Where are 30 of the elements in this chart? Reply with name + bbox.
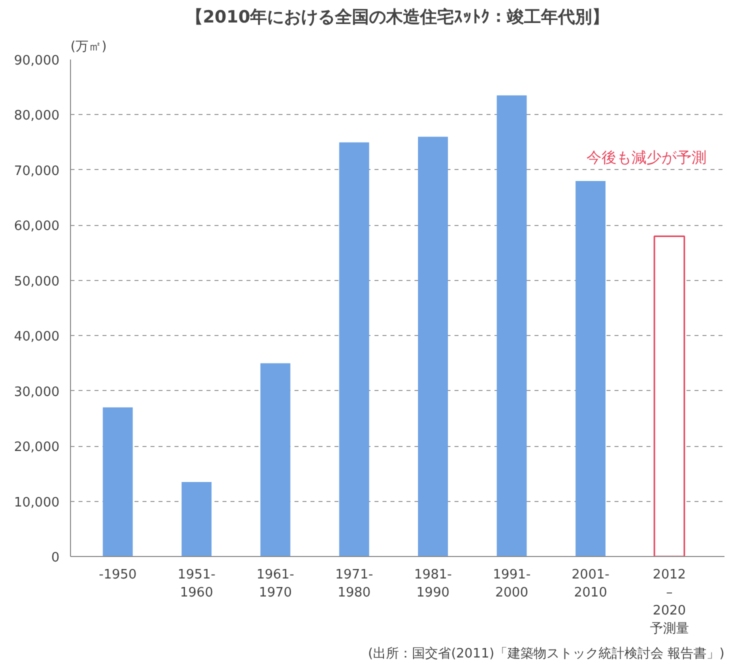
text: (出所：国交省(2011)「建築物ストック統計検討会 報告書」): [368, 646, 725, 662]
y-tick-label: 70,000: [14, 164, 60, 179]
x-tick-label: 1991- 2000: [492, 568, 531, 600]
bar: [102, 407, 133, 556]
bar: [182, 482, 212, 556]
y-tick-label: 80,000: [14, 108, 60, 124]
annotation: 今後も減少が予測: [586, 148, 707, 166]
bar: [496, 95, 527, 556]
x-tick-label: -1950: [98, 568, 137, 582]
bar: [576, 180, 606, 556]
x-tick-label: 2001- 2010: [572, 568, 610, 600]
y-tick-label: 50,000: [14, 274, 60, 290]
bar: [418, 136, 448, 556]
y-tick-label: 90,000: [14, 54, 60, 68]
x-tick-label: 2012 – 2020 予測量: [650, 568, 689, 636]
y-tick-label: 10,000: [14, 495, 60, 510]
y-tick-label: 30,000: [14, 384, 60, 400]
bar: [260, 363, 290, 556]
y-tick-label: 40,000: [14, 330, 60, 345]
x-tick-label: 1971- 1980: [335, 568, 374, 600]
x-tick-label: 1951- 1960: [178, 568, 216, 600]
y-tick-label: 0: [51, 550, 60, 566]
y-tick-label: 20,000: [14, 440, 60, 456]
x-tick-label: 1961- 1970: [256, 568, 295, 600]
y-tick-label: 60,000: [14, 219, 60, 234]
bar: [654, 235, 686, 556]
y-axis-title: (万㎡): [70, 40, 107, 54]
bar: [339, 142, 370, 556]
x-tick-label: 1981- 1990: [414, 568, 452, 600]
chart-title: 【2010年における全国の木造住宅ｽｯﾄｸ：竣工年代別】: [186, 8, 610, 28]
